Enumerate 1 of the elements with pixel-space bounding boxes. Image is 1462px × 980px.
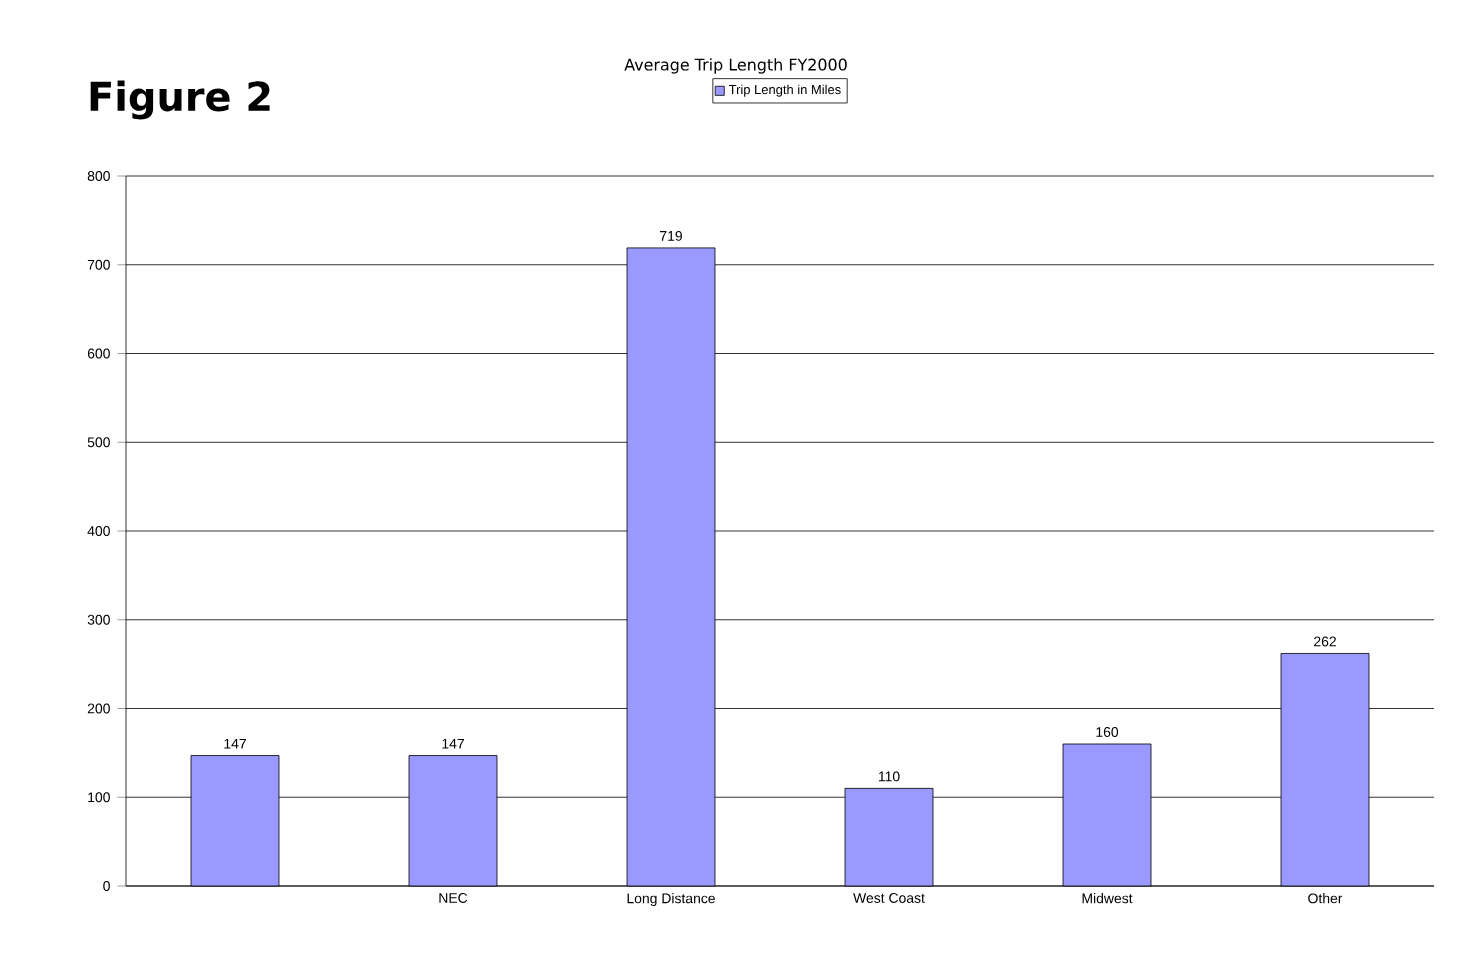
chart-title: Figure 2 [90, 80, 270, 120]
